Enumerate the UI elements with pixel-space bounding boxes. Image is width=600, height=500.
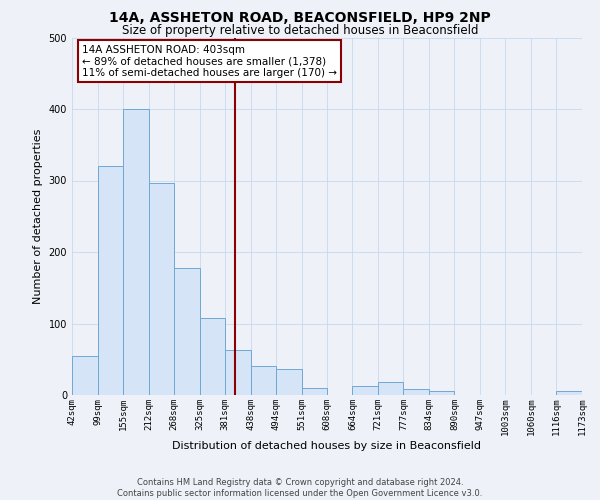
Bar (352, 386, 378, 395)
Bar (403, 388, 429, 395)
Bar (98, 166, 123, 395)
Y-axis label: Number of detached properties: Number of detached properties (33, 128, 43, 304)
Bar (429, 392, 454, 395)
Bar (174, 268, 200, 395)
Text: Size of property relative to detached houses in Beaconsfield: Size of property relative to detached ho… (122, 24, 478, 37)
Bar (200, 318, 225, 395)
X-axis label: Distribution of detached houses by size in Beaconsfield: Distribution of detached houses by size … (173, 441, 482, 451)
Bar (149, 182, 174, 395)
Bar (556, 392, 582, 395)
Bar (123, 109, 149, 395)
Bar (378, 382, 403, 395)
Bar (302, 388, 327, 395)
Bar (225, 350, 251, 395)
Bar (276, 368, 302, 395)
Text: Contains HM Land Registry data © Crown copyright and database right 2024.
Contai: Contains HM Land Registry data © Crown c… (118, 478, 482, 498)
Bar (72, 356, 98, 395)
Text: 14A ASSHETON ROAD: 403sqm
← 89% of detached houses are smaller (1,378)
11% of se: 14A ASSHETON ROAD: 403sqm ← 89% of detac… (82, 44, 337, 78)
Text: 14A, ASSHETON ROAD, BEACONSFIELD, HP9 2NP: 14A, ASSHETON ROAD, BEACONSFIELD, HP9 2N… (109, 11, 491, 25)
Bar (251, 366, 276, 395)
